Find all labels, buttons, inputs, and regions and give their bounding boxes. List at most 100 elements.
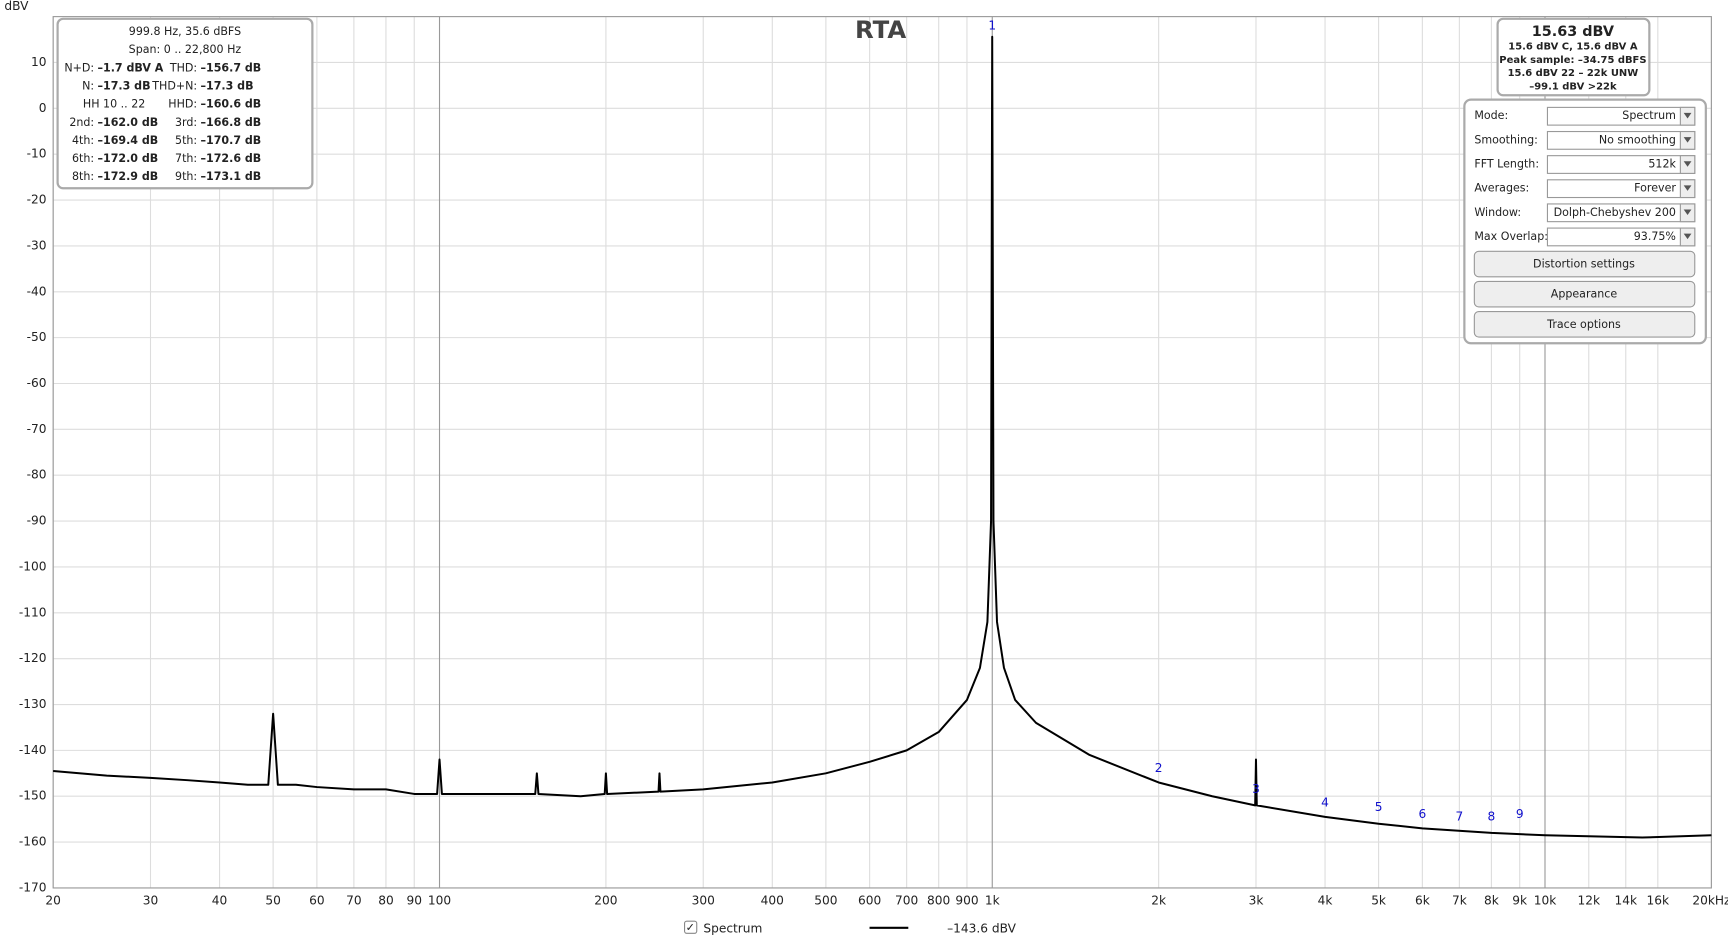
x-tick-label: 800 [927,894,950,908]
x-tick-label: 700 [895,894,918,908]
dropdown-arrow [1683,209,1692,216]
dropdown-arrow [1683,137,1692,143]
measurement-label: HHD: [168,98,197,111]
dropdown-arrow [1683,233,1692,240]
dropdown-value: No smoothing [1599,133,1676,146]
x-tick-label: 7k [1452,894,1468,908]
x-tick-label: 20kHz [1692,894,1728,908]
y-tick-label: -120 [19,651,47,665]
y-tick-label: -10 [27,147,47,161]
x-tick-label: 20 [45,894,61,908]
harmonic-marker: 9 [1516,807,1524,821]
x-tick-label: 40 [212,894,228,908]
legend-label: Spectrum [703,921,762,935]
measurements-panel [56,17,314,190]
harmonic-marker: 3 [1252,782,1260,796]
x-tick-label: 14k [1614,894,1637,908]
y-tick-label: 10 [31,55,47,69]
y-tick-label: -50 [27,330,47,344]
plot-frame [52,16,1712,889]
measurement-value: –17.3 dB [200,80,253,93]
measurement-label: 6th: [72,152,94,165]
y-tick-label: -170 [19,880,47,894]
x-tick-label: 70 [346,894,362,908]
field-label: Max Overlap: [1474,230,1548,243]
measurement-value: –170.7 dB [200,134,261,147]
measurement-label: 7th: [175,152,197,165]
measurement-value: –160.6 dB [200,98,261,111]
x-tick-label: 5k [1371,894,1387,908]
spectrum-trace [53,35,1712,839]
checkbox[interactable] [684,920,698,934]
y-axis-label: dBV [4,0,29,13]
measurement-value: –169.4 dB [97,134,158,147]
dropdown-value: Spectrum [1622,109,1676,122]
x-tick-label: 10k [1534,894,1557,908]
x-tick-label: 400 [761,894,784,908]
x-tick-label: 50 [265,894,281,908]
y-tick-label: -30 [27,238,47,252]
button-label: Trace options [1546,318,1621,331]
x-tick-label: 3k [1249,894,1265,908]
measurement-label: 9th: [175,170,197,183]
y-tick-label: -130 [19,697,47,711]
measurement-label: 3rd: [175,116,197,129]
measurement-label: 8th: [72,170,94,183]
x-tick-label: 300 [692,894,715,908]
harmonic-marker: 1 [988,18,996,32]
dropdown-value: 512k [1648,158,1676,171]
x-tick-label: 2k [1151,894,1167,908]
x-tick-label: 100 [428,894,451,908]
measurement-value: –17.3 dB [97,80,150,93]
field-label: Smoothing: [1474,133,1538,146]
measurement-label: 4th: [72,134,94,147]
measurement-value: –156.7 dB [200,62,261,75]
x-tick-label: 6k [1415,894,1431,908]
y-tick-label: -90 [27,514,47,528]
level-line: Peak sample: –34.75 dBFS [1499,55,1646,66]
y-tick-label: -40 [27,284,47,298]
measurement-label: N+D: [64,62,94,75]
dropdown-arrow [1683,112,1692,119]
x-tick-label: 4k [1318,894,1334,908]
dropdown-arrow [1683,161,1692,167]
measurement-value: –173.1 dB [200,170,261,183]
x-tick-label: 60 [309,894,325,908]
button-label: Appearance [1551,288,1618,301]
measurement-value: –166.8 dB [200,116,261,129]
level-title: 15.63 dBV [1532,24,1615,40]
x-tick-label: 600 [858,894,881,908]
button[interactable] [1473,250,1696,278]
button-label: Distortion settings [1533,258,1635,271]
measurement-value: –172.0 dB [97,152,158,165]
x-tick-label: 1k [985,894,1001,908]
field-label: Window: [1474,206,1521,219]
y-tick-label: -70 [27,422,47,436]
dropdown-value: 93.75% [1634,230,1676,243]
button[interactable] [1473,311,1696,338]
button[interactable] [1473,280,1696,308]
x-tick-label: 80 [378,894,394,908]
measurement-value: –172.9 dB [97,170,158,183]
level-line: –99.1 dBV >22k [1529,81,1617,92]
measurement-label: 2nd: [69,116,94,129]
harmonic-marker: 4 [1321,796,1329,810]
x-tick-label: 8k [1484,894,1500,908]
dropdown-arrow [1683,185,1692,191]
measurement-value: –1.7 dBV A [97,62,163,75]
y-tick-label: -150 [19,789,47,803]
measurement-label: N: [82,80,94,93]
x-tick-label: 16k [1647,894,1670,908]
measurement-value: –172.6 dB [200,152,261,165]
x-tick-label: 200 [594,894,617,908]
y-tick-label: -100 [19,559,47,573]
measurement-label: HH 10 .. 22 [83,98,145,111]
level-line: 15.6 dBV 22 – 22k UNW [1508,68,1639,79]
harmonic-marker: 2 [1155,761,1163,775]
measurement-value: –162.0 dB [97,116,158,129]
field-label: Averages: [1474,182,1529,195]
field-label: FFT Length: [1474,158,1539,171]
measurement-label: THD: [169,62,197,75]
y-tick-label: -160 [19,835,47,849]
